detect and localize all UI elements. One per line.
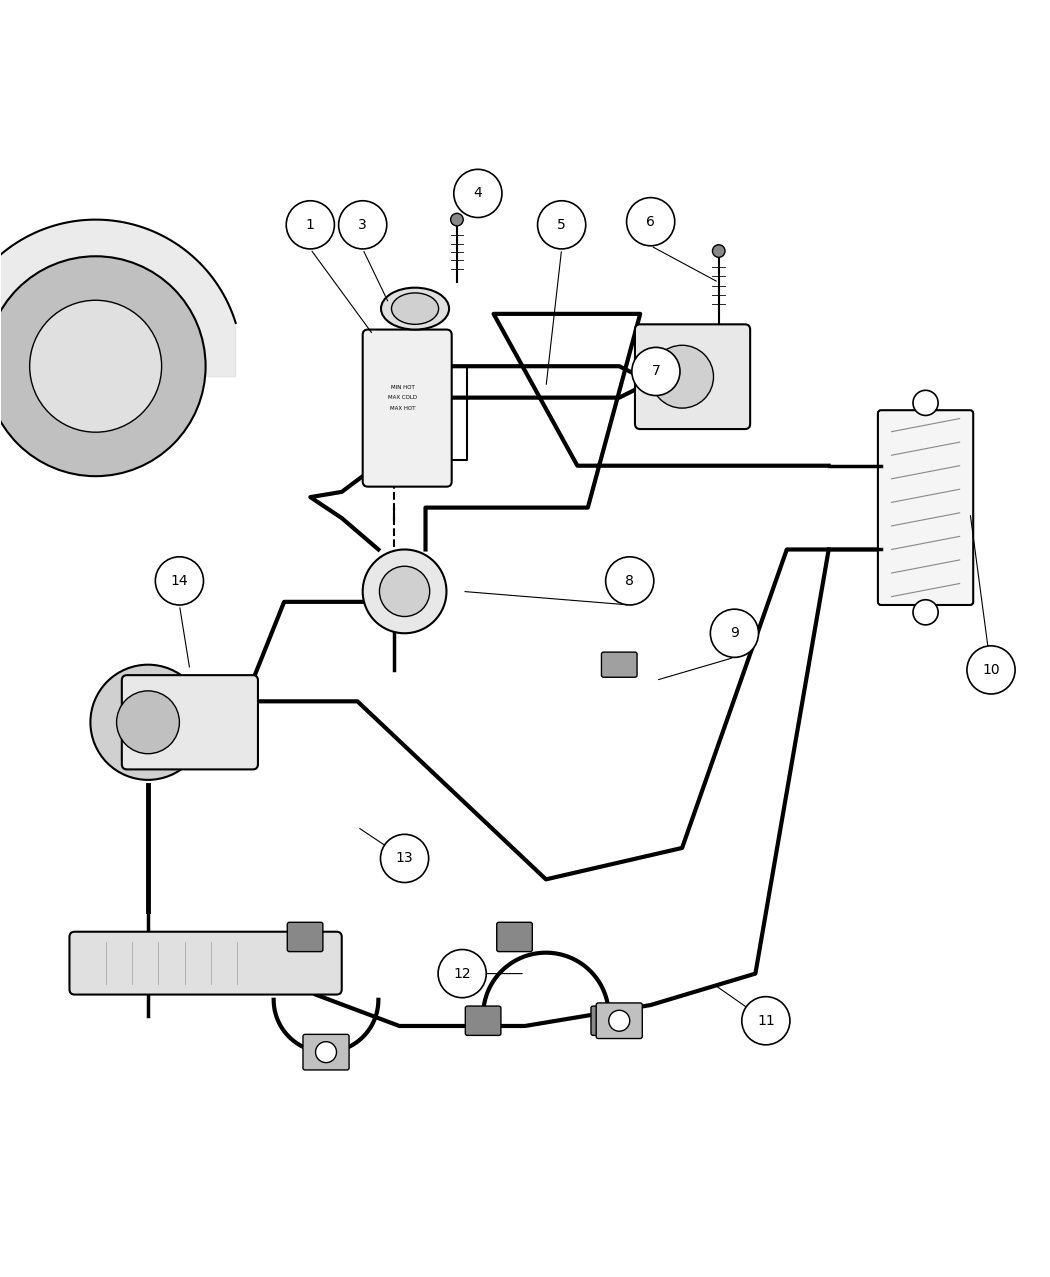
Ellipse shape	[392, 292, 439, 324]
Circle shape	[380, 834, 428, 882]
Circle shape	[29, 300, 162, 432]
Text: 10: 10	[982, 663, 1000, 677]
Circle shape	[117, 691, 180, 753]
Ellipse shape	[450, 213, 463, 226]
Circle shape	[316, 1042, 336, 1062]
FancyBboxPatch shape	[591, 1006, 627, 1036]
Circle shape	[338, 200, 386, 249]
FancyBboxPatch shape	[878, 410, 973, 605]
Circle shape	[438, 950, 486, 997]
Text: MIN HOT: MIN HOT	[391, 384, 415, 389]
Circle shape	[609, 1010, 630, 1032]
Circle shape	[538, 200, 586, 249]
Text: 1: 1	[306, 218, 315, 232]
Circle shape	[711, 609, 758, 658]
Circle shape	[454, 170, 502, 217]
FancyBboxPatch shape	[465, 1006, 501, 1036]
Circle shape	[90, 665, 206, 780]
Circle shape	[379, 566, 429, 617]
Text: 14: 14	[170, 573, 188, 587]
Circle shape	[627, 198, 675, 245]
Circle shape	[967, 646, 1015, 693]
FancyBboxPatch shape	[635, 324, 750, 429]
Text: 12: 12	[454, 967, 471, 981]
FancyBboxPatch shape	[596, 1002, 643, 1038]
Circle shape	[362, 549, 446, 633]
Text: 3: 3	[358, 218, 367, 232]
Circle shape	[0, 257, 206, 476]
Text: MAX COLD: MAX COLD	[387, 395, 417, 400]
Circle shape	[914, 391, 938, 415]
FancyBboxPatch shape	[69, 932, 341, 995]
Polygon shape	[0, 220, 235, 377]
FancyBboxPatch shape	[288, 922, 323, 951]
Text: 9: 9	[730, 626, 739, 640]
Circle shape	[632, 347, 680, 396]
Text: MAX HOT: MAX HOT	[390, 406, 415, 411]
Circle shape	[741, 996, 790, 1045]
Ellipse shape	[381, 287, 449, 329]
Text: 5: 5	[558, 218, 566, 232]
Text: 4: 4	[474, 186, 482, 200]
Circle shape	[651, 345, 714, 409]
FancyBboxPatch shape	[362, 329, 452, 487]
FancyBboxPatch shape	[122, 676, 258, 770]
Text: 7: 7	[652, 364, 660, 378]
Circle shape	[287, 200, 334, 249]
Circle shape	[606, 557, 654, 605]
Circle shape	[155, 557, 204, 605]
FancyBboxPatch shape	[602, 653, 637, 677]
Text: 11: 11	[757, 1014, 775, 1028]
Circle shape	[914, 600, 938, 624]
Text: 8: 8	[626, 573, 634, 587]
FancyBboxPatch shape	[303, 1034, 349, 1070]
Ellipse shape	[713, 245, 724, 257]
Text: 6: 6	[646, 215, 655, 229]
Text: 13: 13	[396, 852, 414, 866]
FancyBboxPatch shape	[497, 922, 532, 951]
